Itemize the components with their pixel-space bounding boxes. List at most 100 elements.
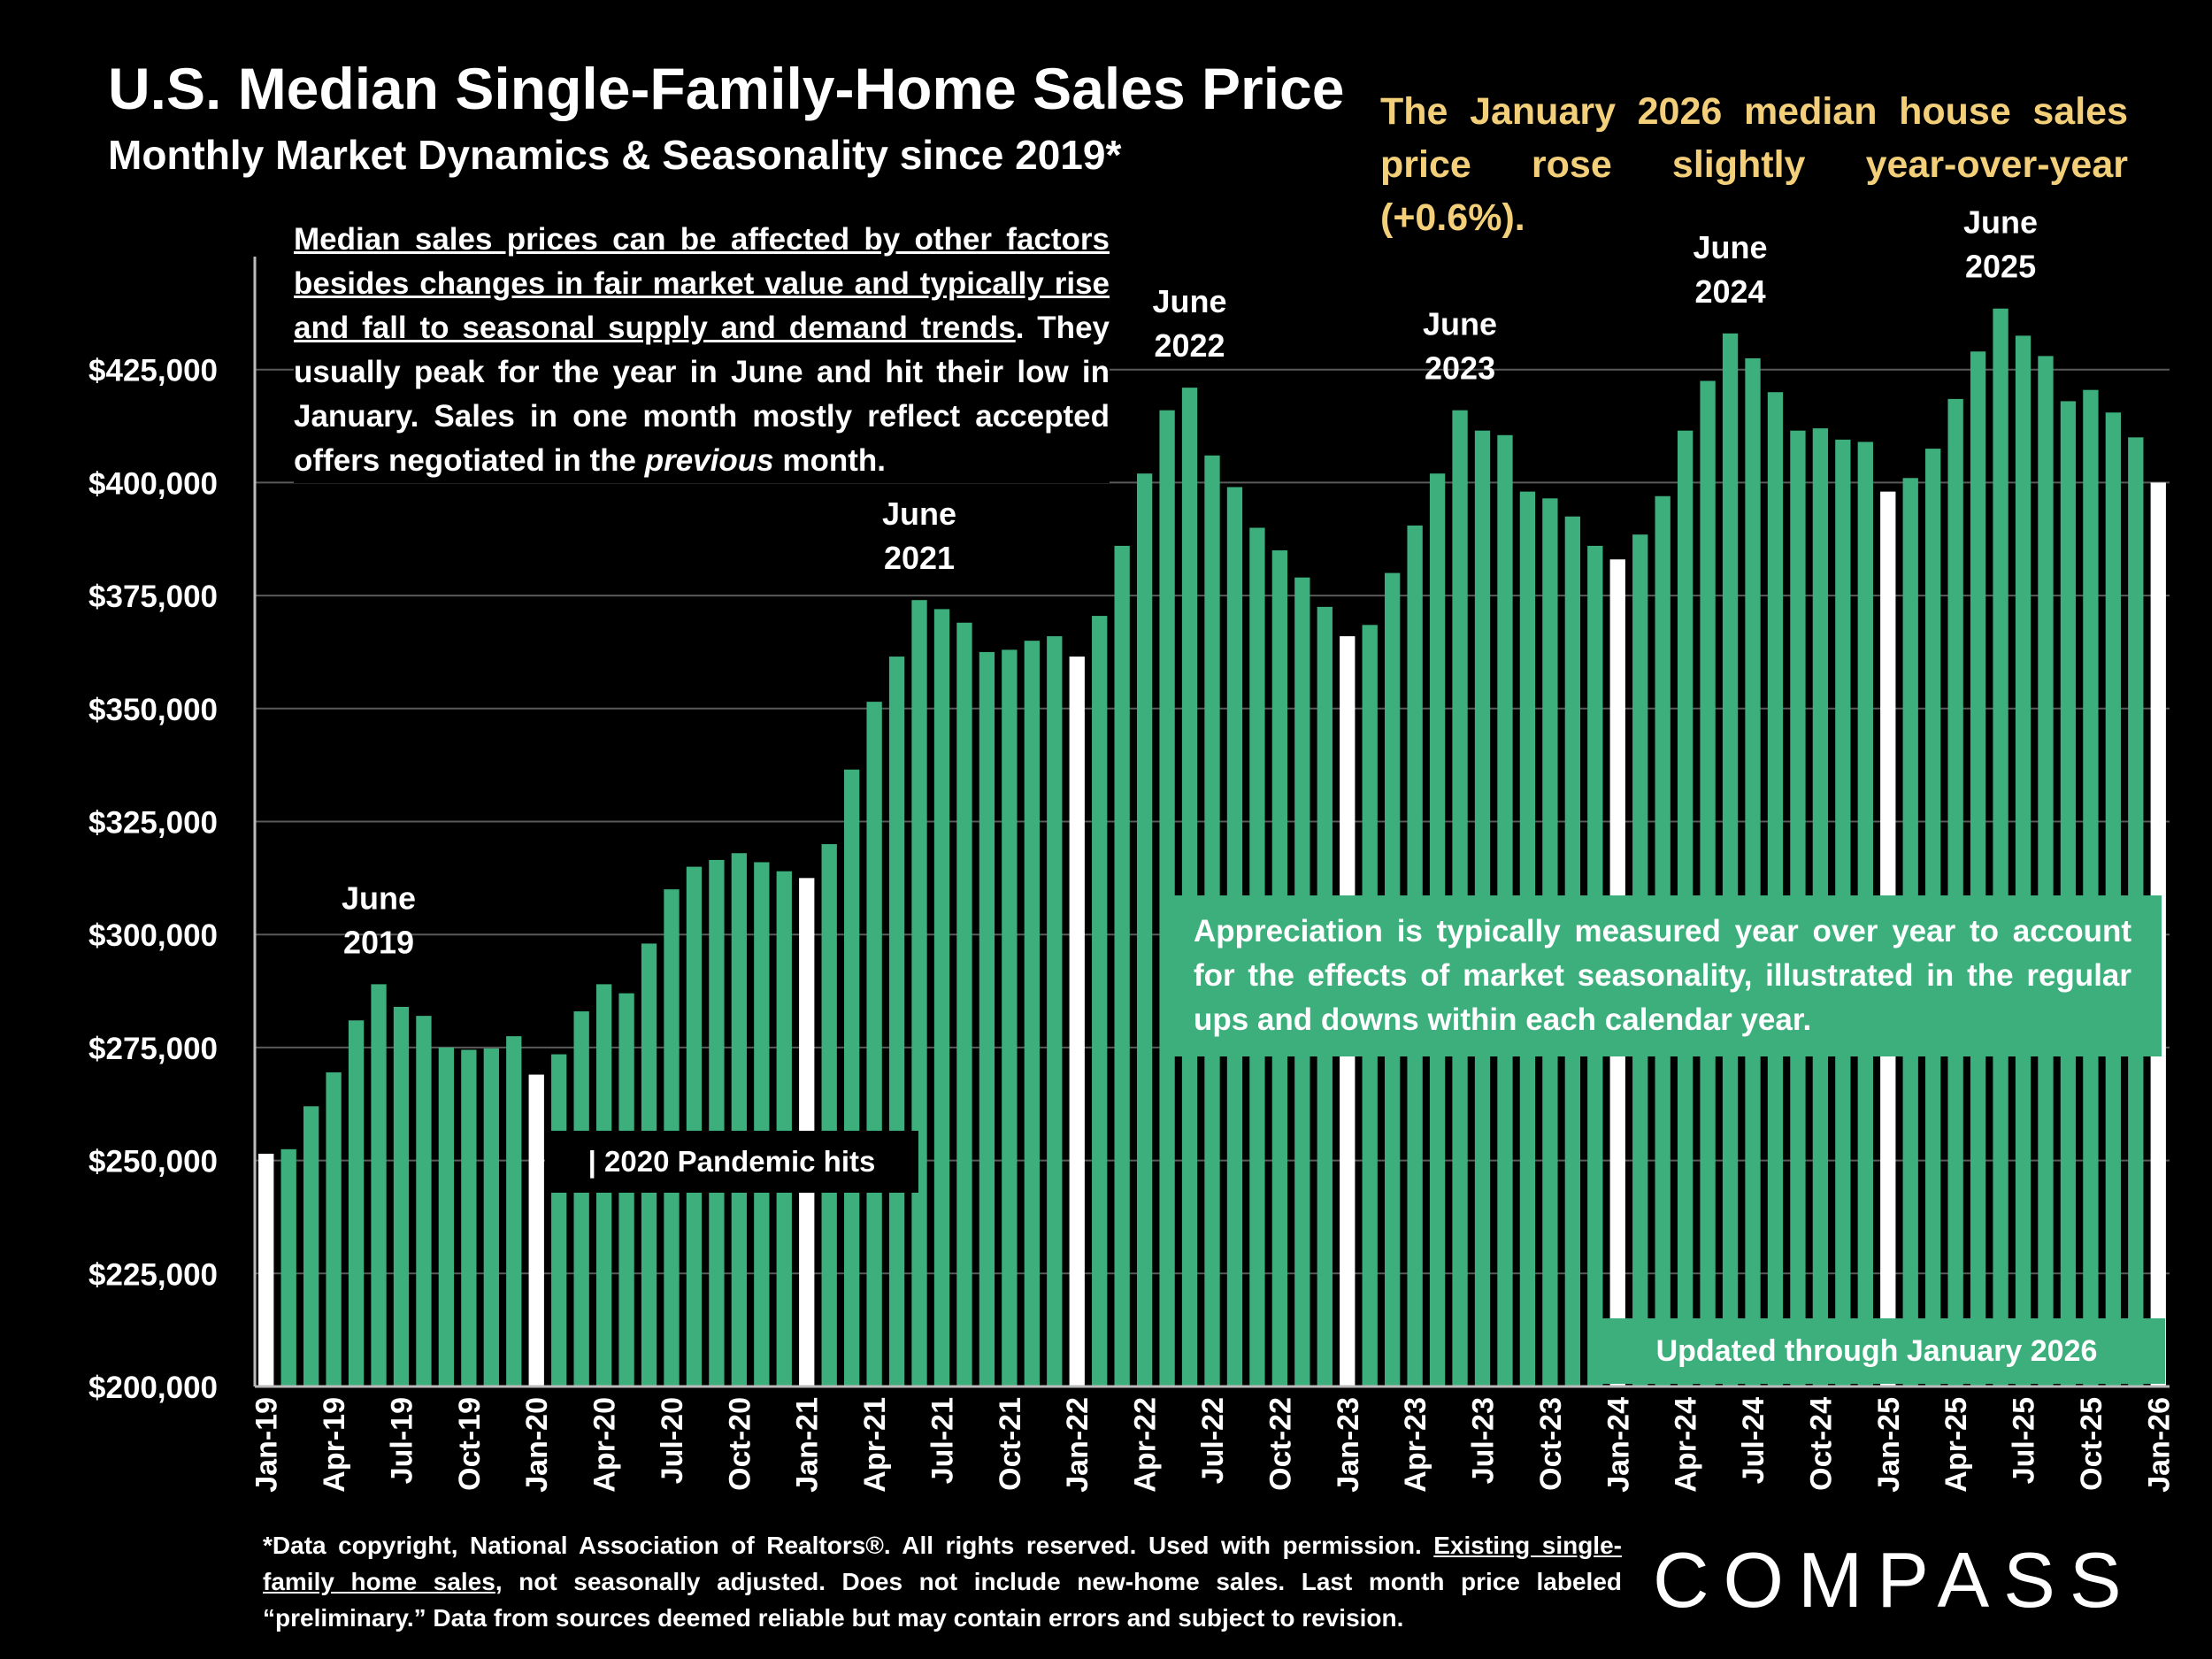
peak-annotation: 2023 xyxy=(1425,350,1495,387)
bar xyxy=(303,1106,319,1386)
x-tick-label: Oct-20 xyxy=(723,1397,757,1491)
bar-january xyxy=(1069,657,1085,1386)
x-tick-label: Jan-25 xyxy=(1872,1397,1906,1493)
x-tick-label: Oct-22 xyxy=(1263,1397,1297,1491)
headline-note: The January 2026 median house sales pric… xyxy=(1380,90,2128,239)
x-tick-label: Oct-23 xyxy=(1534,1397,1568,1491)
x-tick-label: Jan-19 xyxy=(250,1397,284,1493)
peak-annotation: June xyxy=(342,879,416,916)
peak-annotation: June xyxy=(1153,283,1227,319)
x-tick-label: Apr-19 xyxy=(318,1397,351,1493)
footnote-link: Existing single-family home sales xyxy=(263,1532,1622,1595)
bar-january xyxy=(258,1153,274,1386)
compass-logo: COMPASS xyxy=(1653,1536,2136,1624)
bar xyxy=(1136,473,1153,1386)
bar xyxy=(956,622,972,1386)
bar xyxy=(709,859,725,1386)
x-tick-label: Oct-19 xyxy=(453,1397,487,1491)
y-tick-label: $275,000 xyxy=(88,1032,218,1066)
x-tick-label: Jul-24 xyxy=(1737,1397,1770,1484)
x-tick-label: Apr-25 xyxy=(1939,1397,1973,1493)
note-end: month. xyxy=(773,443,886,478)
y-tick-label: $425,000 xyxy=(88,354,218,388)
x-tick-label: Jan-22 xyxy=(1061,1397,1094,1493)
bar xyxy=(888,657,905,1386)
y-tick-label: $250,000 xyxy=(88,1145,218,1179)
x-tick-label: Apr-22 xyxy=(1129,1397,1163,1493)
x-tick-label: Jul-19 xyxy=(385,1397,419,1484)
bar xyxy=(686,866,703,1386)
y-tick-label: $375,000 xyxy=(88,580,218,614)
updated-label: Updated through January 2026 xyxy=(1588,1318,2165,1384)
chart-title: U.S. Median Single-Family-Home Sales Pri… xyxy=(108,56,1345,121)
bar xyxy=(1092,616,1108,1386)
bar xyxy=(1745,357,1761,1387)
bar xyxy=(821,844,837,1386)
peak-annotation: June xyxy=(1963,204,2038,241)
bar xyxy=(1181,388,1198,1387)
bar xyxy=(416,1016,432,1386)
bar xyxy=(483,1048,499,1386)
x-tick-label: Jan-21 xyxy=(791,1397,825,1493)
x-tick-label: Oct-25 xyxy=(2075,1397,2108,1491)
x-tick-label: Apr-23 xyxy=(1399,1397,1432,1493)
bar xyxy=(551,1054,567,1386)
peak-annotation: June xyxy=(882,495,956,532)
seasonality-note: Median sales prices can be affected by o… xyxy=(294,218,1110,483)
bar xyxy=(776,871,792,1386)
bar xyxy=(1002,649,1018,1386)
bar xyxy=(2038,356,2054,1387)
peak-annotation: 2025 xyxy=(1965,249,2036,285)
peak-annotation: June xyxy=(1423,306,1497,342)
bar xyxy=(1722,333,1739,1387)
bar xyxy=(1047,636,1063,1386)
bar xyxy=(731,853,748,1386)
y-tick-label: $350,000 xyxy=(88,693,218,727)
bar xyxy=(461,1049,477,1386)
x-tick-label: Jul-20 xyxy=(656,1397,689,1484)
bar xyxy=(1700,380,1716,1387)
x-tick-label: Oct-24 xyxy=(1804,1397,1838,1491)
peak-annotation: June xyxy=(1694,229,1768,265)
x-tick-label: Jul-23 xyxy=(1467,1397,1501,1484)
footnote: *Data copyright, National Association of… xyxy=(263,1527,1622,1636)
bar xyxy=(1993,308,2008,1387)
bar xyxy=(866,702,882,1386)
pandemic-label: | 2020 Pandemic hits xyxy=(545,1131,918,1193)
y-tick-label: $300,000 xyxy=(88,918,218,953)
chart-subtitle: Monthly Market Dynamics & Seasonality si… xyxy=(108,132,1122,178)
footnote-text-end: , not seasonally adjusted. Does not incl… xyxy=(263,1568,1622,1632)
x-tick-label: Jan-23 xyxy=(1332,1397,1365,1493)
bar xyxy=(371,984,387,1386)
bar xyxy=(348,1020,365,1386)
x-tick-label: Oct-21 xyxy=(994,1397,1027,1491)
x-tick-label: Apr-21 xyxy=(858,1397,892,1493)
x-tick-label: Apr-20 xyxy=(588,1397,622,1493)
x-tick-label: Jul-21 xyxy=(926,1397,959,1484)
note-text: . They usually peak for the year in June… xyxy=(294,311,1110,478)
bar xyxy=(1024,641,1040,1386)
bar xyxy=(2060,401,2077,1386)
bar xyxy=(933,609,950,1386)
bar xyxy=(754,862,770,1386)
peak-annotation: 2019 xyxy=(343,924,414,960)
peak-annotation: 2021 xyxy=(884,540,955,576)
bar xyxy=(438,1047,455,1386)
bar xyxy=(573,1011,589,1386)
bar xyxy=(1114,545,1130,1386)
y-tick-label: $200,000 xyxy=(88,1371,218,1405)
bar xyxy=(1947,398,1963,1387)
bar xyxy=(979,651,995,1386)
bar xyxy=(393,1006,410,1386)
footnote-text: *Data copyright, National Association of… xyxy=(263,1532,1434,1559)
peak-annotation: 2024 xyxy=(1695,273,1766,310)
bar-january xyxy=(528,1074,544,1386)
y-tick-label: $225,000 xyxy=(88,1257,218,1292)
x-tick-label: Jan-24 xyxy=(1601,1397,1635,1493)
bar xyxy=(506,1036,522,1386)
bar xyxy=(2015,335,2032,1386)
bar xyxy=(1767,392,1784,1386)
note-underlined: Median sales prices can be affected by o… xyxy=(294,222,1110,345)
note-italic: previous xyxy=(644,443,774,478)
